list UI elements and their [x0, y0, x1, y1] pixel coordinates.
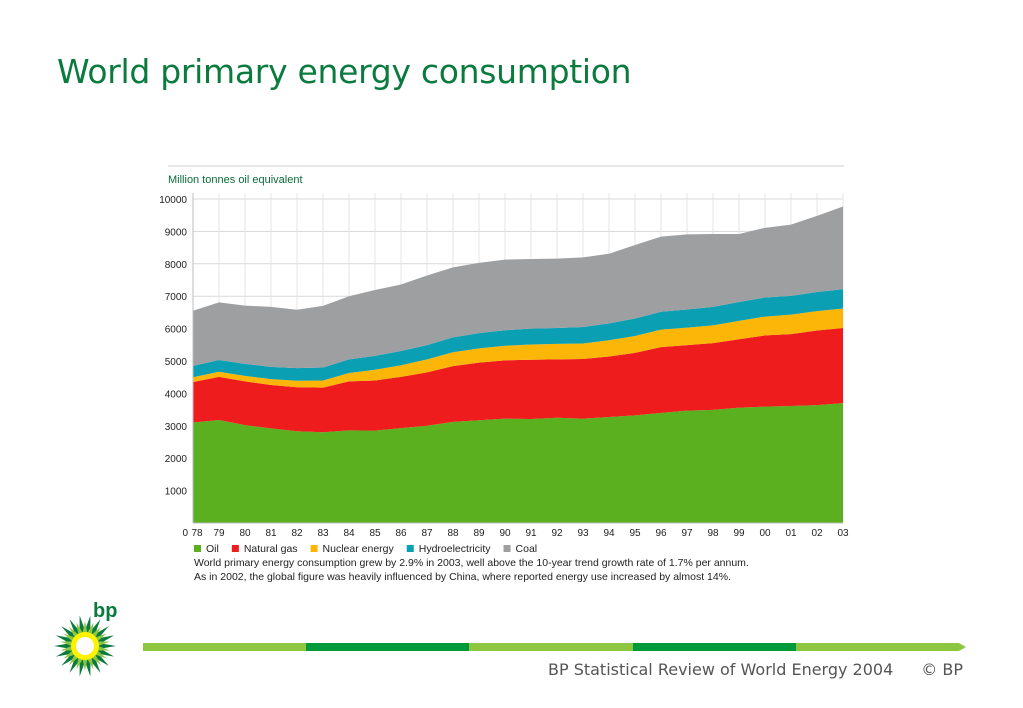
x-tick-label: 87: [421, 528, 433, 539]
logo-ray: [82, 621, 88, 635]
series-area-oil: [193, 403, 843, 523]
caption-line-2: As in 2002, the global figure was heavil…: [194, 571, 731, 583]
x-tick-label: 98: [707, 528, 719, 539]
series-area-coal: [193, 206, 843, 369]
logo-ray: [60, 641, 74, 647]
y-tick-label: 4000: [165, 389, 188, 400]
logo-ray: [98, 642, 116, 650]
x-tick-label: 97: [681, 528, 693, 539]
energy-consumption-chart: Million tonnes oil equivalent 0100020003…: [159, 165, 849, 583]
series-area-natural-gas: [193, 327, 843, 433]
progress-segment: [469, 643, 633, 651]
x-tick-label: 00: [759, 528, 771, 539]
legend-swatch: [310, 545, 318, 552]
y-tick-label: 2000: [165, 454, 188, 465]
x-tick-label: 01: [785, 528, 797, 539]
x-tick-label: 85: [369, 528, 381, 539]
bp-helios-logo: bp: [54, 600, 117, 677]
arrow-right-icon: [959, 643, 966, 651]
logo-ray: [96, 645, 110, 651]
x-tick-label: 83: [317, 528, 329, 539]
x-tick-label: 03: [837, 528, 849, 539]
x-tick-label: 94: [603, 528, 615, 539]
bp-wordmark: bp: [93, 600, 117, 622]
x-tick-label: 93: [577, 528, 589, 539]
legend-label: Coal: [516, 543, 538, 555]
y-tick-label: 7000: [165, 292, 188, 303]
x-tick-label: 89: [473, 528, 485, 539]
series-area-hydroelectricity: [193, 289, 843, 381]
logo-ray: [60, 645, 74, 651]
footer-copyright: © BP: [921, 660, 963, 679]
x-tick-label: 90: [499, 528, 511, 539]
x-tick-label: 02: [811, 528, 823, 539]
caption-line-1: World primary energy consumption grew by…: [194, 557, 749, 569]
x-tick-label: 82: [291, 528, 303, 539]
x-tick-label: 99: [733, 528, 745, 539]
logo-ray: [61, 652, 77, 666]
slide-title: World primary energy consumption: [57, 52, 632, 91]
series-area-nuclear-energy: [193, 308, 843, 388]
x-tick-label: 88: [447, 528, 459, 539]
legend-label: Natural gas: [244, 543, 298, 555]
y-tick-label: 9000: [165, 227, 188, 238]
progress-segment: [795, 643, 960, 651]
x-tick-label: 78: [191, 528, 203, 539]
progress-segment: [306, 643, 470, 651]
y-tick-label: 0: [182, 528, 188, 539]
progress-bar: [143, 643, 960, 651]
progress-segment: [143, 643, 307, 651]
x-tick-label: 84: [343, 528, 355, 539]
stacked-areas: [193, 206, 843, 523]
legend-label: Hydroelectricity: [419, 543, 492, 555]
y-axis-unit-label: Million tonnes oil equivalent: [168, 174, 303, 186]
logo-ray: [93, 626, 109, 640]
y-tick-label: 5000: [165, 357, 188, 368]
x-tick-label: 91: [525, 528, 537, 539]
legend-label: Nuclear energy: [323, 543, 395, 555]
axes: 0100020003000400050006000700080009000100…: [159, 193, 849, 539]
y-tick-label: 3000: [165, 422, 188, 433]
logo-center: [76, 637, 94, 655]
x-tick-label: 79: [213, 528, 225, 539]
logo-ray: [61, 626, 77, 640]
x-tick-label: 81: [265, 528, 277, 539]
y-tick-label: 8000: [165, 260, 188, 271]
sunburst-icon: [54, 615, 116, 677]
y-tick-label: 1000: [165, 487, 188, 498]
chart-caption: World primary energy consumption grew by…: [194, 557, 749, 583]
progress-segment: [632, 643, 796, 651]
legend-swatch: [194, 545, 201, 552]
x-tick-label: 92: [551, 528, 563, 539]
x-tick-label: 86: [395, 528, 407, 539]
x-tick-label: 96: [655, 528, 667, 539]
y-tick-label: 10000: [159, 195, 187, 206]
legend-swatch: [503, 545, 511, 552]
y-tick-label: 6000: [165, 325, 188, 336]
x-tick-label: 80: [239, 528, 251, 539]
logo-ray: [93, 652, 109, 666]
logo-ray: [54, 642, 72, 650]
x-tick-label: 95: [629, 528, 641, 539]
logo-ray: [82, 657, 88, 671]
footer-source: BP Statistical Review of World Energy 20…: [547, 660, 894, 679]
legend-swatch: [406, 545, 414, 552]
logo-ray: [96, 641, 110, 647]
legend-label: Oil: [206, 543, 219, 555]
legend-swatch: [231, 545, 239, 552]
legend: Oil Natural gas Nuclear energy Hydroelectri…: [194, 543, 537, 555]
footer: BP Statistical Review of World Energy 20…: [548, 660, 963, 679]
